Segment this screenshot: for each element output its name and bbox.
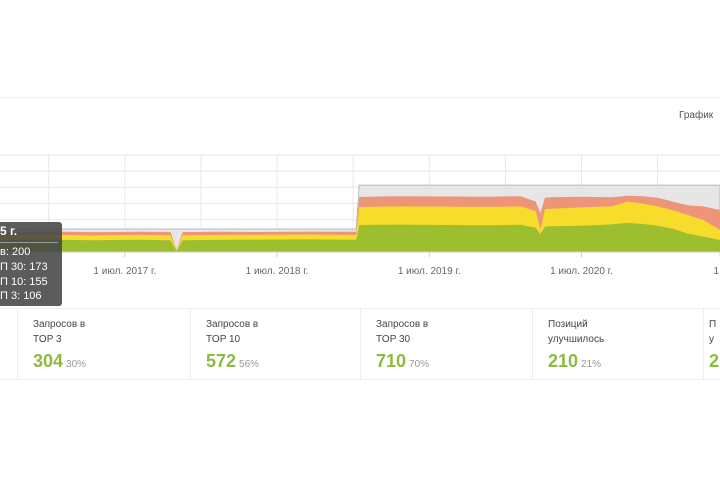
stat-label: Запросов в	[376, 319, 429, 330]
stat-percent: 70%	[409, 359, 430, 370]
x-tick-label: 1 июл. 2018 г.	[246, 266, 309, 277]
stat-value: 2	[709, 351, 720, 371]
area-series-4	[0, 222, 720, 252]
stat-card-top3: Запросов в TOP 3 304 30%	[17, 309, 190, 379]
stat-label: у	[709, 334, 714, 345]
stat-value: 572	[206, 351, 237, 371]
stat-card-top30: Запросов в TOP 30 710 70%	[360, 309, 532, 379]
stat-label: Запросов в	[206, 319, 259, 330]
chart-tooltip: 5 г. в: 200 П 30: 173 П 10: 155 П 3: 106	[0, 222, 62, 306]
stats-row: Запросов в TOP 3 304 30% Запросов в TOP 10 …	[0, 308, 720, 380]
stat-value: 304	[33, 351, 64, 371]
tooltip-divider	[0, 242, 58, 243]
stat-label: TOP 30	[376, 334, 411, 345]
stat-percent: 56%	[239, 359, 260, 370]
stat-label: Запросов в	[33, 319, 86, 330]
tooltip-top3: П 3: 106	[0, 290, 42, 302]
header-divider	[0, 97, 720, 98]
stat-card-top10: Запросов в TOP 10 572 56%	[190, 309, 360, 379]
stat-percent: 30%	[66, 359, 87, 370]
positions-area-chart[interactable]: 1 июл. 2017 г. 1 июл. 2018 г. 1 июл. 2019 …	[0, 150, 720, 280]
graph-settings-link[interactable]: График	[679, 110, 714, 121]
stat-value: 210	[548, 351, 579, 371]
stat-card-partial-left	[0, 309, 17, 379]
tooltip-title: 5 г.	[0, 224, 18, 238]
x-tick-label: 1 июл. 2017 г.	[93, 266, 156, 277]
stat-label: Позиций	[548, 319, 588, 330]
stat-label: TOP 3	[33, 334, 62, 345]
stat-label: улучшилось	[548, 334, 605, 345]
stat-value: 710	[376, 351, 407, 371]
tooltip-top30: П 30: 173	[0, 261, 48, 273]
x-tick-label: 1	[713, 266, 719, 277]
x-tick-label: 1 июл. 2020 г.	[550, 266, 613, 277]
stat-percent: 21%	[581, 359, 602, 370]
x-tick-label: 1 июл. 2019 г.	[398, 266, 461, 277]
tooltip-total: в: 200	[0, 246, 31, 258]
stat-label: TOP 10	[206, 334, 241, 345]
stat-card-improved: Позиций улучшилось 210 21%	[532, 309, 703, 379]
tooltip-top10: П 10: 155	[0, 276, 48, 288]
stat-label: П	[709, 319, 717, 330]
